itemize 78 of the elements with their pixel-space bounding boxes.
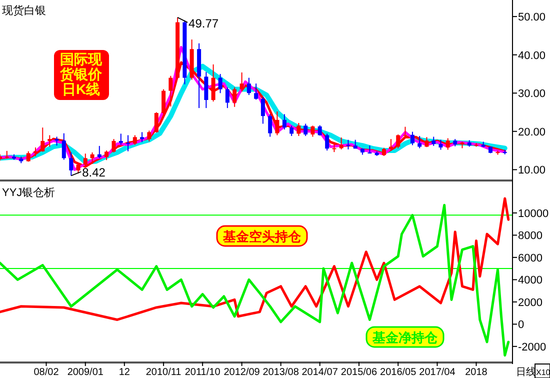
x-tick-label: 12 bbox=[118, 367, 130, 378]
candlestick bbox=[140, 132, 144, 143]
candlestick bbox=[126, 134, 130, 152]
candlestick bbox=[332, 142, 336, 153]
candlestick bbox=[396, 134, 400, 149]
annotation: 国际现货银价日K线 bbox=[59, 51, 103, 97]
x-tick-label: 2016/05 bbox=[380, 367, 417, 378]
text: 基金空头持仓 bbox=[222, 229, 302, 244]
candlestick bbox=[268, 114, 272, 138]
candlestick bbox=[282, 114, 286, 130]
candlestick bbox=[211, 64, 216, 102]
x-tick-label: 2010/11 bbox=[146, 367, 182, 378]
candlestick bbox=[438, 139, 443, 150]
candlestick bbox=[304, 123, 308, 136]
candlestick bbox=[112, 138, 116, 153]
candlestick bbox=[204, 72, 208, 109]
candlestick bbox=[275, 110, 280, 136]
candlestick bbox=[254, 83, 258, 100]
candlestick bbox=[246, 77, 251, 96]
candlestick bbox=[147, 130, 152, 142]
candlestick bbox=[40, 127, 45, 152]
line-series bbox=[0, 197, 510, 321]
x-tick-label: 2015/06 bbox=[340, 367, 378, 378]
candlestick bbox=[318, 124, 322, 136]
line-series bbox=[0, 204, 510, 357]
candlestick bbox=[168, 75, 173, 108]
candlestick bbox=[296, 122, 301, 136]
candlestick bbox=[48, 134, 52, 148]
chart-title: 现货白银 bbox=[2, 5, 46, 17]
candlestick bbox=[232, 86, 237, 108]
y-tick-label: 8000 bbox=[518, 230, 542, 242]
x-tick-label: 2012/09 bbox=[224, 367, 260, 378]
candlestick bbox=[90, 152, 94, 164]
x-tick-label: 2009/01 bbox=[67, 367, 104, 378]
y-tick-label: 40.00 bbox=[518, 50, 546, 62]
y-tick-label: 10.00 bbox=[518, 164, 546, 177]
candlestick bbox=[388, 138, 393, 152]
candlestick bbox=[62, 132, 66, 160]
candlestick bbox=[132, 134, 137, 146]
candlestick bbox=[432, 136, 436, 146]
y-tick-label: 10000 bbox=[518, 208, 549, 220]
y-tick-label: 30.00 bbox=[518, 88, 546, 100]
series-label: 基金净持仓 bbox=[372, 330, 438, 345]
candlestick bbox=[162, 88, 166, 117]
y-tick-label: 6000 bbox=[518, 252, 542, 264]
candlestick bbox=[446, 138, 450, 150]
y-tick-label: 0 bbox=[518, 319, 524, 332]
y-tick-label: 4000 bbox=[518, 274, 542, 287]
candlestick bbox=[325, 133, 330, 152]
y-tick-label: 50.00 bbox=[518, 12, 546, 24]
candlestick bbox=[154, 112, 158, 134]
y-tick-label: 20.00 bbox=[518, 126, 546, 138]
candlestick bbox=[118, 133, 123, 146]
x-tick-label: 2013/08 bbox=[262, 367, 300, 378]
candlestick bbox=[97, 145, 102, 159]
annotation: 8.42 bbox=[82, 166, 106, 180]
y-tick-label: 2000 bbox=[518, 296, 542, 309]
x-tick-label: 08/02 bbox=[34, 367, 60, 378]
candlestick bbox=[310, 125, 315, 138]
candlestick bbox=[403, 126, 408, 138]
chart-title: YYJ银仓析 bbox=[2, 187, 56, 199]
x-tick-label: 2014/07 bbox=[302, 367, 338, 378]
candlestick bbox=[240, 72, 244, 92]
x-tick-label: 2017/04 bbox=[419, 367, 456, 378]
candlestick bbox=[290, 125, 294, 136]
annotation: 49.77 bbox=[188, 16, 219, 30]
candlestick bbox=[26, 150, 30, 162]
candlestick bbox=[69, 152, 74, 176]
candlestick bbox=[104, 150, 109, 161]
candlestick bbox=[260, 96, 265, 124]
candlestick bbox=[410, 131, 414, 146]
y-tick-label: -2000 bbox=[518, 341, 546, 354]
candlestick bbox=[218, 73, 222, 94]
candlestick bbox=[225, 86, 230, 109]
candlestick bbox=[424, 136, 429, 148]
candlestick bbox=[346, 139, 350, 150]
x-tick-label: 2011/10 bbox=[184, 367, 221, 378]
x-tick-label: 2018 bbox=[465, 367, 488, 378]
